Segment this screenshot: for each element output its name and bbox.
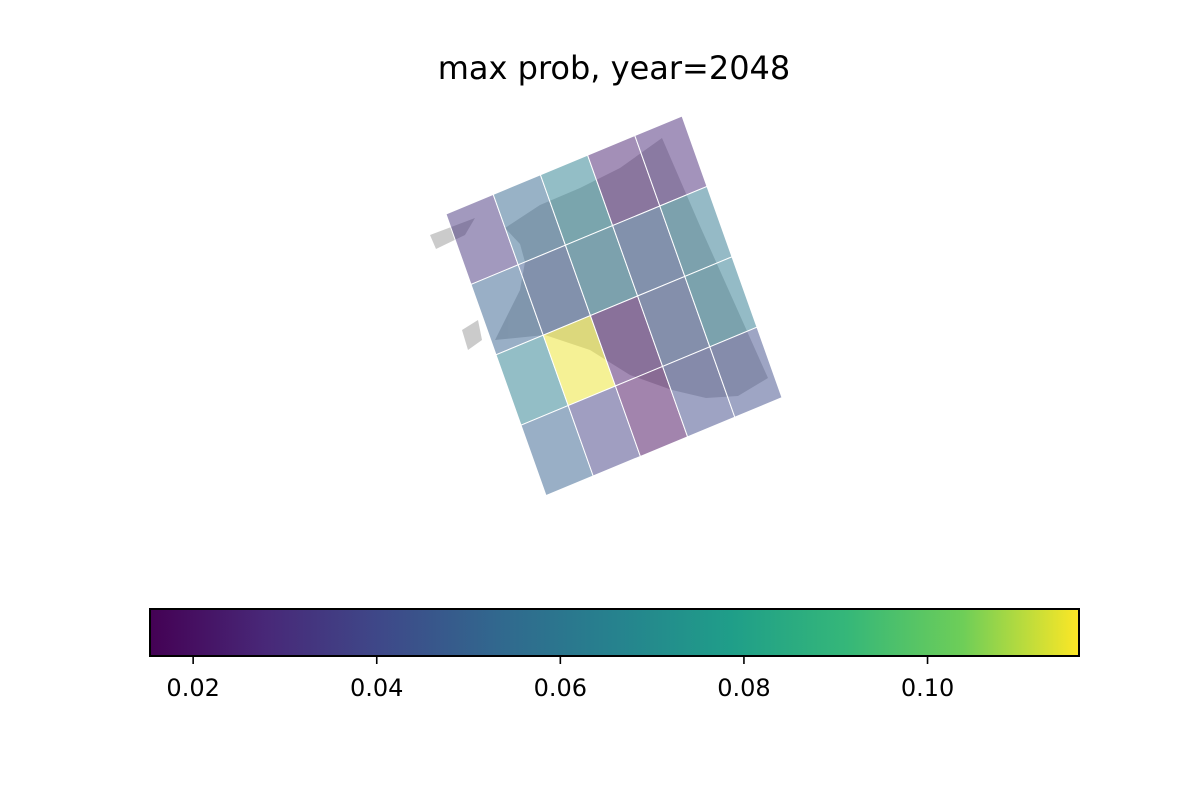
heat-cell-r3-c4: [709, 326, 783, 418]
chart-title: max prob, year=2048: [438, 49, 791, 87]
colorbar-frame: [149, 608, 1080, 657]
colorbar-tick-label: 0.08: [717, 674, 770, 702]
map-area: [430, 115, 783, 497]
colorbar-tick-label: 0.04: [350, 674, 403, 702]
colorbar-tick-label: 0.10: [901, 674, 954, 702]
land-shape-islet-2: [462, 320, 482, 350]
colorbar-tick-label: 0.06: [534, 674, 587, 702]
colorbar: 0.02 0.04 0.06 0.08 0.10: [149, 608, 1080, 702]
colorbar-tick-label: 0.02: [166, 674, 219, 702]
colorbar-ticks: 0.02 0.04 0.06 0.08 0.10: [166, 656, 954, 702]
heat-cells: [445, 115, 783, 497]
colorbar-gradient: [150, 609, 1079, 656]
